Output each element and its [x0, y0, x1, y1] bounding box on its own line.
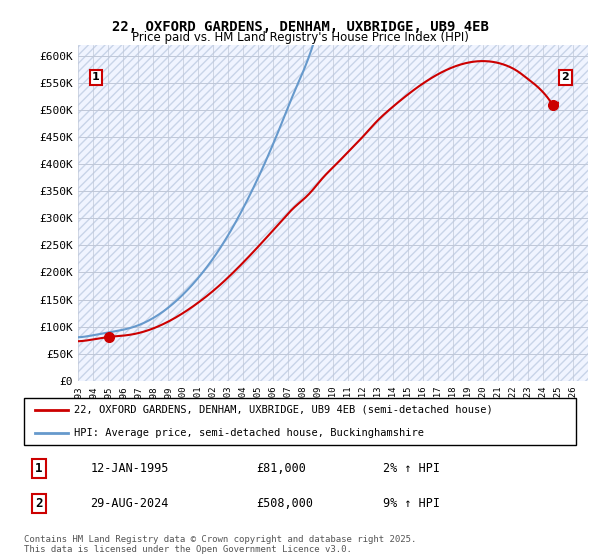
Text: 2: 2 — [35, 497, 43, 510]
Text: £81,000: £81,000 — [256, 462, 306, 475]
Text: 12-JAN-1995: 12-JAN-1995 — [90, 462, 169, 475]
FancyBboxPatch shape — [24, 398, 576, 445]
Text: 22, OXFORD GARDENS, DENHAM, UXBRIDGE, UB9 4EB: 22, OXFORD GARDENS, DENHAM, UXBRIDGE, UB… — [112, 20, 488, 34]
Text: 1: 1 — [92, 72, 100, 82]
Text: 29-AUG-2024: 29-AUG-2024 — [90, 497, 169, 510]
Text: Contains HM Land Registry data © Crown copyright and database right 2025.
This d: Contains HM Land Registry data © Crown c… — [24, 535, 416, 554]
Text: 9% ↑ HPI: 9% ↑ HPI — [383, 497, 440, 510]
Text: Price paid vs. HM Land Registry's House Price Index (HPI): Price paid vs. HM Land Registry's House … — [131, 31, 469, 44]
Text: 22, OXFORD GARDENS, DENHAM, UXBRIDGE, UB9 4EB (semi-detached house): 22, OXFORD GARDENS, DENHAM, UXBRIDGE, UB… — [74, 404, 493, 414]
Text: HPI: Average price, semi-detached house, Buckinghamshire: HPI: Average price, semi-detached house,… — [74, 428, 424, 438]
Text: 1: 1 — [35, 462, 43, 475]
Text: 2% ↑ HPI: 2% ↑ HPI — [383, 462, 440, 475]
Text: £508,000: £508,000 — [256, 497, 313, 510]
Text: 2: 2 — [562, 72, 569, 82]
